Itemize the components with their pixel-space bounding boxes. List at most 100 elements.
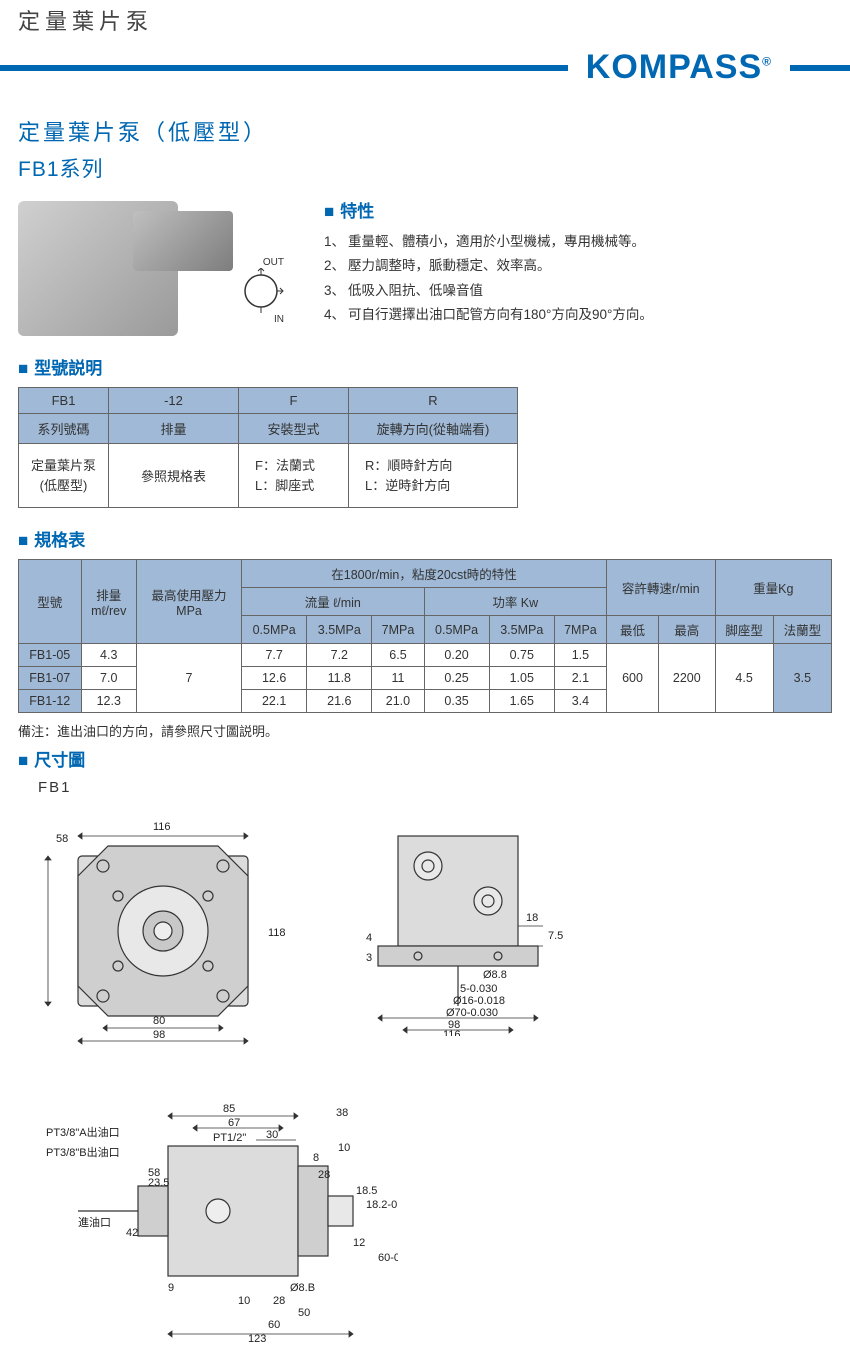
spec-header: 法蘭型 bbox=[773, 616, 831, 644]
features-block: ■特性 1、重量輕、體積小，適用於小型機械，專用機械等。 2、壓力調整時，脈動穩… bbox=[324, 197, 832, 336]
pump-photo bbox=[18, 201, 178, 336]
svg-text:12: 12 bbox=[353, 1237, 365, 1249]
svg-text:PT3/8"A出油口: PT3/8"A出油口 bbox=[46, 1125, 120, 1139]
spec-header: 脚座型 bbox=[715, 616, 773, 644]
spec-header: 3.5MPa bbox=[307, 616, 372, 644]
svg-text:42: 42 bbox=[126, 1227, 138, 1239]
spec-header: 流量 ℓ/min bbox=[242, 588, 424, 616]
spec-cell: 7 bbox=[136, 644, 241, 713]
svg-text:80: 80 bbox=[153, 1015, 165, 1027]
model-cell: F：法蘭式 L：脚座式 bbox=[239, 444, 349, 508]
model-cell: FB1 bbox=[19, 388, 109, 414]
spec-header: 最高使用壓力MPa bbox=[136, 560, 241, 644]
brand-text: KOMPASS bbox=[586, 48, 762, 86]
spec-cell: 12.3 bbox=[81, 690, 136, 713]
spec-cell: 4.5 bbox=[715, 644, 773, 713]
svg-text:7.5: 7.5 bbox=[548, 930, 563, 942]
model-cell: 參照規格表 bbox=[109, 444, 239, 508]
spec-cell: 11.8 bbox=[307, 667, 372, 690]
spec-header: 7MPa bbox=[372, 616, 424, 644]
io-in-label: IN bbox=[238, 314, 284, 325]
io-out-label: OUT bbox=[238, 257, 284, 268]
spec-header: 最高 bbox=[659, 616, 715, 644]
spec-heading: ■規格表 bbox=[18, 526, 832, 551]
spec-header: 在1800r/min，粘度20cst時的特性 bbox=[242, 560, 607, 588]
spec-cell: 0.25 bbox=[424, 667, 489, 690]
svg-text:116: 116 bbox=[443, 1029, 461, 1036]
spec-header: 7MPa bbox=[554, 616, 606, 644]
spec-cell: 21.6 bbox=[307, 690, 372, 713]
svg-text:116: 116 bbox=[153, 821, 171, 833]
product-title: 定量葉片泵（低壓型） bbox=[18, 115, 832, 147]
svg-text:Ø70-0.030: Ø70-0.030 bbox=[446, 1007, 498, 1019]
side-view-diagram: PT3/8"A出油口 PT3/8"B出油口 進油口 85 67 30 38 PT… bbox=[18, 1086, 398, 1346]
dim-label: FB1 bbox=[38, 779, 832, 796]
spec-cell: 1.65 bbox=[489, 690, 554, 713]
spec-cell: 21.0 bbox=[372, 690, 424, 713]
svg-text:8: 8 bbox=[313, 1152, 319, 1164]
brand-logo: KOMPASS® bbox=[568, 48, 790, 87]
io-circle-icon bbox=[238, 268, 284, 314]
svg-text:5-0.030: 5-0.030 bbox=[460, 983, 497, 995]
svg-text:18.2-0.21: 18.2-0.21 bbox=[366, 1199, 398, 1211]
model-cell: 旋轉方向(從軸端看) bbox=[349, 414, 518, 444]
svg-text:PT3/8"B出油口: PT3/8"B出油口 bbox=[46, 1145, 120, 1159]
spec-cell: 1.5 bbox=[554, 644, 606, 667]
brand-row: KOMPASS® bbox=[0, 48, 850, 87]
bottom-view-diagram: 18 7.5 4 3 Ø8.8 5-0.030 Ø16-0.018 Ø70-0.… bbox=[348, 806, 568, 1036]
svg-text:10: 10 bbox=[238, 1295, 250, 1307]
svg-text:30: 30 bbox=[266, 1129, 278, 1141]
spec-note: 備注：進出油口的方向，請參照尺寸圖説明。 bbox=[18, 721, 832, 740]
svg-text:60: 60 bbox=[268, 1319, 280, 1331]
spec-header: 0.5MPa bbox=[424, 616, 489, 644]
svg-text:18.5: 18.5 bbox=[356, 1185, 377, 1197]
spec-cell: 0.75 bbox=[489, 644, 554, 667]
svg-text:58: 58 bbox=[56, 833, 68, 845]
spec-cell: 4.3 bbox=[81, 644, 136, 667]
svg-text:67: 67 bbox=[228, 1117, 240, 1129]
spec-header: 容許轉速r/min bbox=[606, 560, 715, 616]
svg-text:PT1/2": PT1/2" bbox=[213, 1132, 246, 1144]
svg-text:123: 123 bbox=[248, 1333, 266, 1345]
model-cell: -12 bbox=[109, 388, 239, 414]
spec-header: 3.5MPa bbox=[489, 616, 554, 644]
svg-text:4: 4 bbox=[366, 932, 372, 944]
svg-text:28: 28 bbox=[318, 1169, 330, 1181]
model-cell: 安裝型式 bbox=[239, 414, 349, 444]
spec-cell: 3.5 bbox=[773, 644, 831, 713]
spec-cell: 600 bbox=[606, 644, 658, 713]
spec-cell: 7.2 bbox=[307, 644, 372, 667]
spec-cell: 6.5 bbox=[372, 644, 424, 667]
spec-cell: 7.7 bbox=[242, 644, 307, 667]
feature-item: 1、重量輕、體積小，適用於小型機械，專用機械等。 bbox=[324, 230, 832, 254]
spec-cell: 22.1 bbox=[242, 690, 307, 713]
page-header: 定量葉片泵 bbox=[0, 0, 850, 42]
spec-header: 型號 bbox=[19, 560, 82, 644]
features-heading: ■特性 bbox=[324, 197, 832, 222]
spec-header: 功率 Kw bbox=[424, 588, 606, 616]
front-view-diagram: 116 58 118 80 98 bbox=[18, 806, 308, 1046]
svg-text:進油口: 進油口 bbox=[78, 1215, 111, 1229]
model-cell: 排量 bbox=[109, 414, 239, 444]
features-list: 1、重量輕、體積小，適用於小型機械，專用機械等。 2、壓力調整時，脈動穩定、效率… bbox=[324, 230, 832, 327]
svg-text:85: 85 bbox=[223, 1103, 235, 1115]
io-symbol: OUT IN bbox=[238, 257, 284, 336]
svg-text:Ø8.8: Ø8.8 bbox=[483, 969, 507, 981]
dim-heading: ■尺寸圖 bbox=[18, 746, 832, 771]
product-subtitle: FB1系列 bbox=[18, 153, 832, 183]
feature-item: 2、壓力調整時，脈動穩定、效率高。 bbox=[324, 254, 832, 278]
svg-text:18: 18 bbox=[526, 912, 538, 924]
svg-text:Ø16-0.018: Ø16-0.018 bbox=[453, 995, 505, 1007]
model-cell: 系列號碼 bbox=[19, 414, 109, 444]
svg-text:58: 58 bbox=[148, 1167, 160, 1179]
registered-icon: ® bbox=[762, 55, 772, 69]
svg-text:Ø8.B: Ø8.B bbox=[290, 1282, 315, 1294]
spec-cell: FB1-12 bbox=[19, 690, 82, 713]
model-cell: 定量葉片泵 (低壓型) bbox=[19, 444, 109, 508]
brand-line-right bbox=[790, 65, 850, 71]
spec-cell: 1.05 bbox=[489, 667, 554, 690]
svg-text:118: 118 bbox=[268, 927, 286, 939]
feature-item: 3、低吸入阻抗、低噪音值 bbox=[324, 279, 832, 303]
svg-text:3: 3 bbox=[366, 952, 372, 964]
spec-cell: 12.6 bbox=[242, 667, 307, 690]
